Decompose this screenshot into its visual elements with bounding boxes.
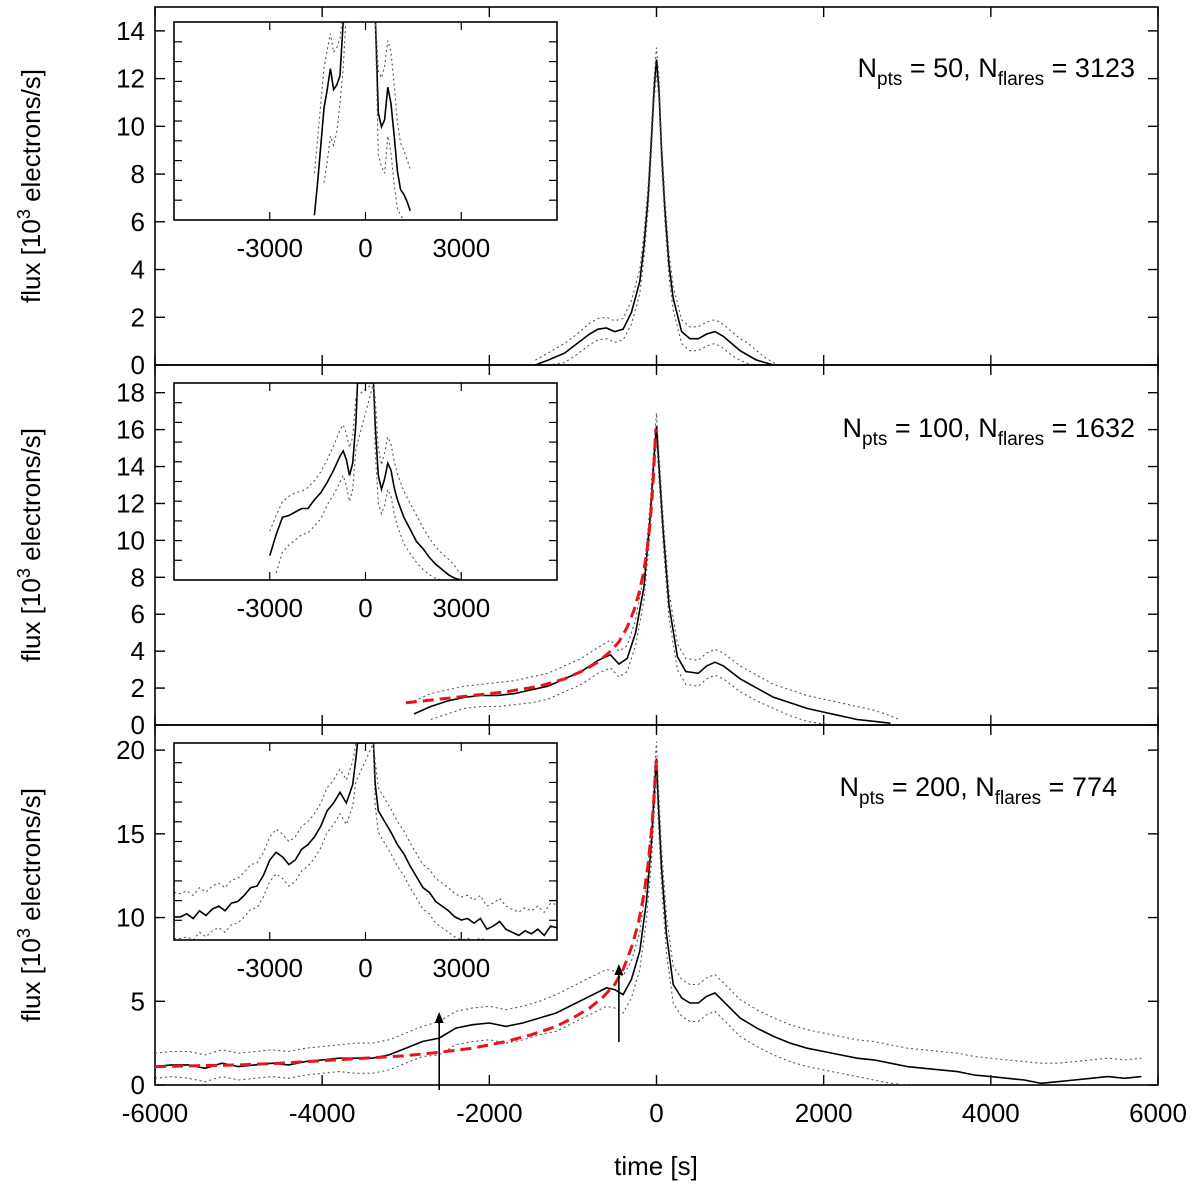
x-tick-label: -2000 bbox=[456, 1098, 523, 1128]
panel-middle-y-tick-label: 8 bbox=[131, 562, 145, 592]
panel-middle-y-tick-label: 12 bbox=[116, 488, 145, 518]
panel-middle-inset-series-lower bbox=[275, 383, 443, 580]
panel-top-series-upper bbox=[535, 47, 778, 365]
panel-middle-inset-series-upper bbox=[269, 383, 462, 576]
panel-middle-y-tick-label: 16 bbox=[116, 415, 145, 445]
panel-top-inset-x-tick-label: 0 bbox=[358, 233, 372, 263]
panel-middle-y-tick-label: 4 bbox=[131, 636, 145, 666]
panel-middle-y-tick-label: 10 bbox=[116, 525, 145, 555]
panel-middle-inset-x-tick-label: 0 bbox=[358, 593, 372, 623]
panel-bottom-inset-x-tick-label: 0 bbox=[358, 953, 372, 983]
panel-middle-y-tick-label: 6 bbox=[131, 599, 145, 629]
x-tick-label: 6000 bbox=[1129, 1098, 1187, 1128]
panel-bottom-y-tick-label: 0 bbox=[131, 1070, 145, 1100]
panel-middle-inset-x-tick-label: 3000 bbox=[432, 593, 490, 623]
panel-bottom-inset: -3000 0 3000 bbox=[173, 742, 558, 983]
panel-top-inset-series-mean bbox=[313, 22, 411, 216]
x-tick-label: -6000 bbox=[122, 1098, 189, 1128]
panel-top-y-tick-label: 0 bbox=[131, 350, 145, 380]
panel-middle-inset-background bbox=[174, 383, 557, 580]
panel-bottom-series-upper bbox=[155, 741, 1142, 1064]
x-tick-label: 2000 bbox=[795, 1098, 853, 1128]
panel-top-inset-series-upper bbox=[313, 22, 411, 174]
panel-middle-series-mean bbox=[413, 425, 891, 724]
panel-bottom-annotation: Npts = 200, Nflares = 774 bbox=[840, 772, 1117, 809]
panel-top-y-tick-label: 2 bbox=[131, 302, 145, 332]
panel-bottom-y-tick-label: 15 bbox=[116, 819, 145, 849]
x-tick-label: -4000 bbox=[289, 1098, 356, 1128]
panel-bottom-inset-series-mean bbox=[174, 743, 557, 937]
panel-bottom-y-tick-label: 20 bbox=[116, 735, 145, 765]
panel-top-inset-x-tick-label: 3000 bbox=[432, 233, 490, 263]
panel-top-y-tick-label: 10 bbox=[116, 111, 145, 141]
panel-bottom: 0 5 10 15 20 -6000 -4000 -2000 0 2000 4000 6000 -30… bbox=[116, 724, 1187, 1128]
panel-top-inset-series-lower bbox=[323, 22, 405, 220]
arrow-head bbox=[614, 964, 624, 975]
y-axis-title-middle: flux [103 electrons/s] bbox=[14, 428, 46, 662]
panel-top-series-lower bbox=[547, 71, 766, 365]
panel-middle: 0 2 4 6 8 10 12 14 16 18 -3000 0 3000 Npts = 100, N… bbox=[116, 364, 1159, 740]
x-tick-label: 0 bbox=[649, 1098, 663, 1128]
panel-top-y-tick-label: 12 bbox=[116, 64, 145, 94]
panel-middle-y-tick-label: 14 bbox=[116, 452, 145, 482]
panel-middle-annotation: Npts = 100, Nflares = 1632 bbox=[843, 413, 1136, 450]
panel-bottom-y-tick-label: 10 bbox=[116, 903, 145, 933]
panel-bottom-inset-x-tick-label: -3000 bbox=[237, 953, 304, 983]
panel-top-y-tick-label: 14 bbox=[116, 16, 145, 46]
panel-middle-series-upper bbox=[413, 412, 900, 721]
panel-middle-inset-series-mean bbox=[269, 383, 462, 580]
panel-top-y-tick-label: 8 bbox=[131, 159, 145, 189]
y-axis-titles: flux [103 electrons/s] flux [103 electron… bbox=[14, 69, 46, 1022]
y-axis-title-bottom: flux [103 electrons/s] bbox=[14, 788, 46, 1022]
panel-middle-inset: -3000 0 3000 bbox=[173, 382, 558, 623]
panel-top-y-tick-label: 4 bbox=[131, 255, 145, 285]
panel-middle-inset-x-tick-label: -3000 bbox=[237, 593, 304, 623]
x-tick-label: 4000 bbox=[962, 1098, 1020, 1128]
x-axis-title: time [s] bbox=[614, 1151, 698, 1181]
panel-middle-y-tick-label: 2 bbox=[131, 673, 145, 703]
panel-bottom-plot: 0 5 10 15 20 -6000 -4000 -2000 0 2000 4000 6000 bbox=[116, 724, 1187, 1128]
panel-bottom-inset-series-lower bbox=[174, 743, 494, 940]
panel-bottom-inset-background bbox=[174, 743, 557, 940]
panel-bottom-series-fit bbox=[155, 758, 658, 1069]
panel-top-y-tick-label: 6 bbox=[131, 207, 145, 237]
panel-top-inset: -3000 0 3000 bbox=[173, 21, 558, 263]
y-axis-title-top: flux [103 electrons/s] bbox=[14, 69, 46, 303]
panel-bottom-arrows bbox=[434, 964, 624, 1090]
panel-middle-y-tick-label: 0 bbox=[131, 710, 145, 740]
arrow-head bbox=[434, 1012, 444, 1023]
panel-top-series-mean bbox=[535, 59, 774, 365]
panel-middle-y-tick-label: 18 bbox=[116, 378, 145, 408]
panel-top-annotation: Npts = 50, Nflares = 3123 bbox=[858, 53, 1135, 90]
panel-top-inset-background bbox=[174, 22, 557, 220]
panel-bottom-series-lower bbox=[155, 775, 908, 1085]
panel-bottom-inset-x-tick-label: 3000 bbox=[432, 953, 490, 983]
panel-bottom-inset-series-upper bbox=[174, 743, 557, 914]
panel-top: 0 2 4 6 8 10 12 14 -3000 0 3000 Npts = 50, Nflare… bbox=[116, 6, 1159, 380]
panel-middle-series-lower bbox=[430, 438, 841, 725]
panel-middle-series-fit bbox=[405, 429, 658, 705]
panel-bottom-y-tick-label: 5 bbox=[131, 986, 145, 1016]
panel-top-inset-x-tick-label: -3000 bbox=[237, 233, 304, 263]
